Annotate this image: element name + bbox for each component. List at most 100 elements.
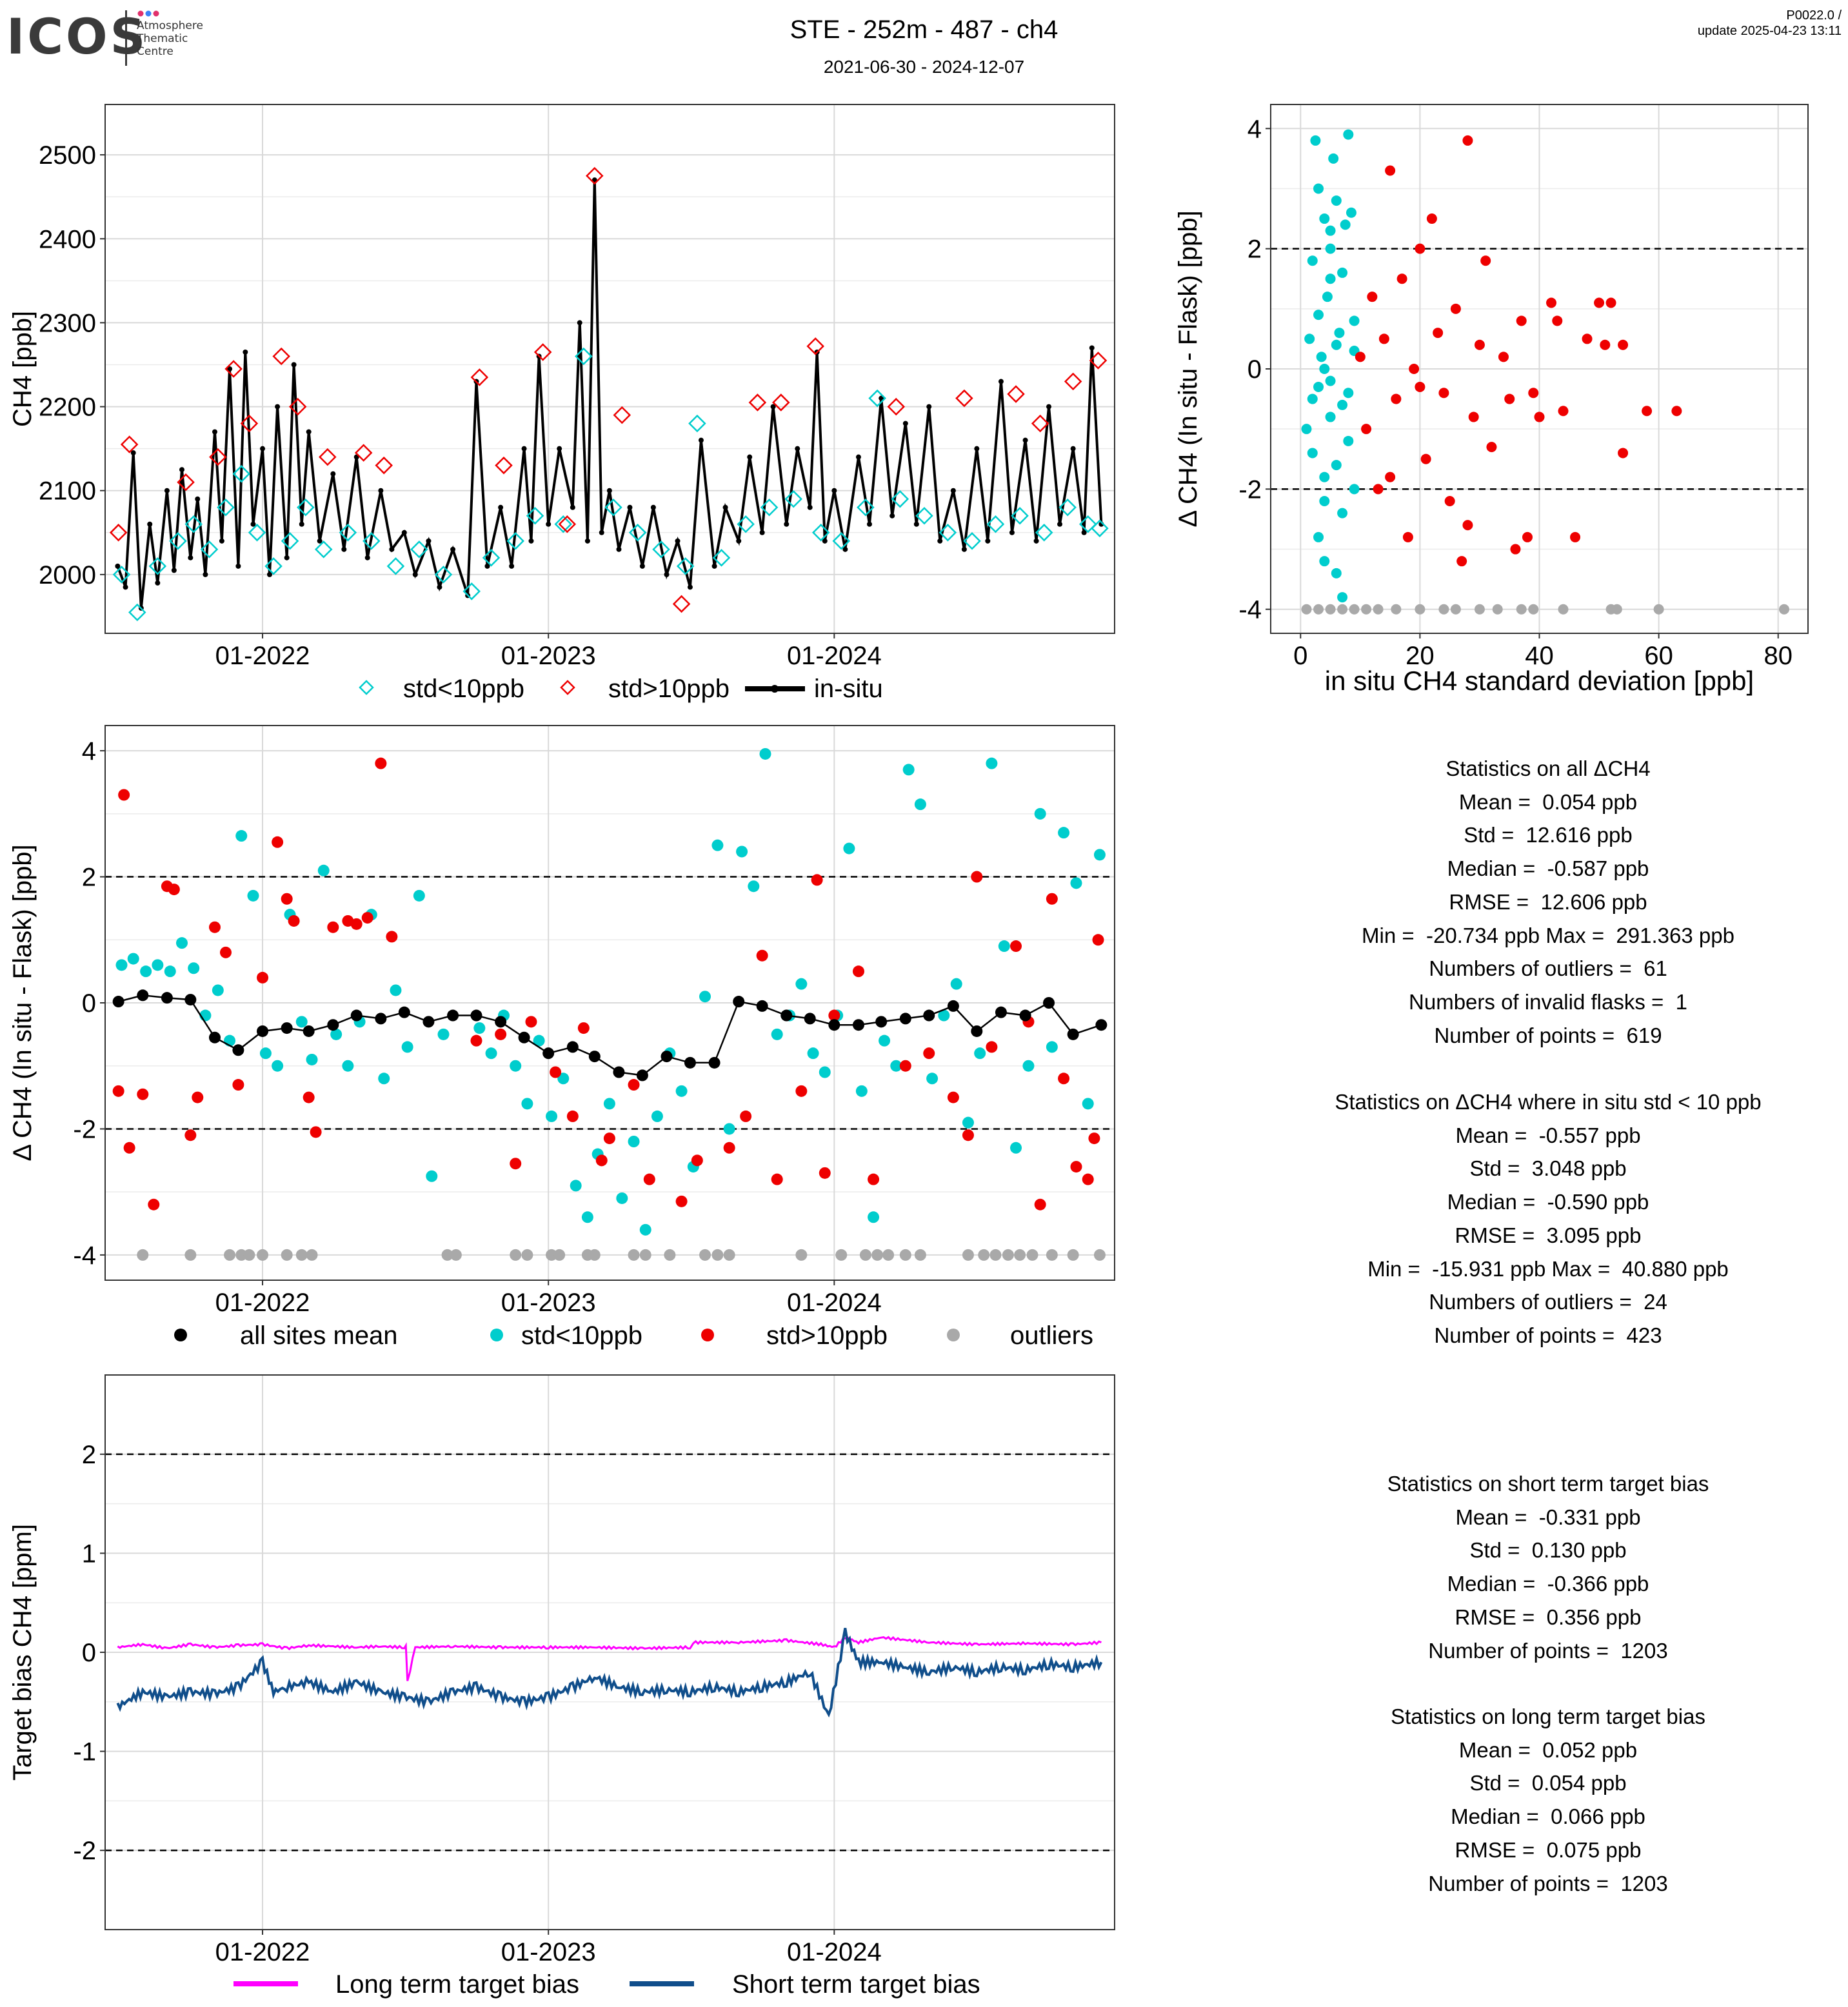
logo-dots-icon xyxy=(137,10,159,17)
delta-point-stdlt10ppb xyxy=(855,1085,868,1097)
delta-point-stdlt10ppb xyxy=(628,1136,640,1147)
mean-point xyxy=(161,992,173,1004)
delta-x-tick-label: 01-2023 xyxy=(501,1289,596,1317)
std-lt10-diamond xyxy=(575,347,593,366)
mean-point xyxy=(613,1066,625,1078)
scatter-y-tick-label: -4 xyxy=(1238,596,1262,624)
delta-point-outliers xyxy=(859,1249,871,1261)
std-gt10-diamond xyxy=(209,448,227,466)
delta-point-stdlt10ppb xyxy=(152,959,164,971)
stats-short-std: Std = 0.130 ppb xyxy=(1469,1538,1627,1563)
insitu-point xyxy=(164,488,170,493)
insitu-point xyxy=(722,504,728,510)
timeseries-x-tick-label: 01-2023 xyxy=(501,642,596,670)
delta-point-stdgt10ppb xyxy=(112,1085,124,1097)
delta-point-stdlt10ppb xyxy=(115,959,128,971)
scatter-point-stdgt10ppb xyxy=(1582,333,1593,344)
scatter-point-stdgt10ppb xyxy=(1373,484,1384,495)
delta-point-stdlt10ppb xyxy=(879,1034,891,1047)
std-lt10-diamond xyxy=(297,498,315,517)
delta-point-stdgt10ppb xyxy=(257,971,269,984)
insitu-point xyxy=(747,454,753,460)
insitu-point xyxy=(950,488,956,493)
delta-point-stdlt10ppb xyxy=(317,864,330,876)
delta-point-stdgt10ppb xyxy=(971,871,983,883)
scatter-point-stdlt10ppb xyxy=(1316,351,1327,362)
std-gt10-diamond xyxy=(375,456,393,475)
stats-long-std: Std = 0.054 ppb xyxy=(1469,1771,1627,1795)
scatter-point-outliers xyxy=(1558,604,1569,615)
timeseries-legend: std<10ppb std>10ppb in-situ xyxy=(359,675,883,703)
delta-point-stdgt10ppb xyxy=(643,1173,655,1185)
scatter-point-stdgt10ppb xyxy=(1462,520,1473,531)
std-lt10-diamond xyxy=(386,557,405,575)
legend-std-gt10-label: std>10ppb xyxy=(608,675,730,703)
delta-point-stdlt10ppb xyxy=(485,1047,497,1060)
std-lt10-diamond xyxy=(506,532,524,550)
scatter-point-outliers xyxy=(1391,604,1402,615)
delta-point-stdlt10ppb xyxy=(926,1073,939,1085)
insitu-point xyxy=(291,362,297,368)
scatter-point-stdgt10ppb xyxy=(1396,273,1407,284)
stats-short-heading: Statistics on short term target bias xyxy=(1387,1472,1709,1496)
scatter-point-stdgt10ppb xyxy=(1385,471,1396,482)
delta-point-stdgt10ppb xyxy=(577,1022,590,1034)
stats-std10-rmse: RMSE = 3.095 ppb xyxy=(1455,1223,1642,1247)
delta-point-stdlt10ppb xyxy=(603,1098,615,1110)
delta-point-stdlt10ppb xyxy=(570,1180,582,1192)
mean-point xyxy=(923,1009,935,1022)
delta-point-stdgt10ppb xyxy=(595,1154,608,1167)
scatter-point-stdgt10ppb xyxy=(1552,315,1563,326)
insitu-point xyxy=(1046,404,1052,410)
std-gt10-diamond xyxy=(1064,372,1082,391)
stats-all-minmax: Min = -20.734 ppb Max = 291.363 ppb xyxy=(1362,923,1734,947)
delta-point-stdlt10ppb xyxy=(330,1028,343,1040)
delta-point-outliers xyxy=(711,1249,724,1261)
insitu-point xyxy=(879,395,884,401)
insitu-point xyxy=(831,488,837,493)
insitu-point xyxy=(1033,538,1039,544)
stats-long-mean: Mean = 0.052 ppb xyxy=(1458,1737,1638,1762)
delta-point-outliers xyxy=(639,1249,651,1261)
delta-point-stdlt10ppb xyxy=(843,842,855,855)
scatter-point-stdlt10ppb xyxy=(1319,213,1330,224)
std-lt10-diamond xyxy=(184,515,203,533)
scatter-point-stdgt10ppb xyxy=(1355,351,1366,362)
scatter-y-axis-label: Δ CH4 (In situ - Flask) [ppb] xyxy=(1174,210,1202,527)
scatter-point-stdlt10ppb xyxy=(1307,448,1318,459)
stats-all-heading: Statistics on all ΔCH4 xyxy=(1446,756,1651,780)
delta-point-stdlt10ppb xyxy=(950,978,962,990)
scatter-point-outliers xyxy=(1337,604,1348,615)
scatter-point-outliers xyxy=(1301,604,1312,615)
insitu-point xyxy=(227,366,233,371)
delta-point-stdgt10ppb xyxy=(118,789,130,801)
insitu-point xyxy=(584,538,590,544)
std-gt10-diamond xyxy=(586,166,604,185)
delta-point-stdgt10ppb xyxy=(510,1158,522,1170)
std-lt10-diamond xyxy=(1035,524,1053,542)
std-gt10-diamond xyxy=(887,397,906,416)
insitu-point xyxy=(937,538,943,544)
insitu-point xyxy=(842,546,848,552)
std-lt10-diamond xyxy=(339,524,357,542)
delta-point-stdgt10ppb xyxy=(740,1110,752,1122)
delta-point-stdlt10ppb xyxy=(795,978,808,990)
delta-point-stdgt10ppb xyxy=(603,1132,615,1145)
scatter-point-stdlt10ppb xyxy=(1334,328,1345,339)
scatter-point-stdlt10ppb xyxy=(1313,531,1324,542)
delta-legend: all sites mean std<10ppb std>10ppb outliers xyxy=(174,1321,1093,1350)
scatter-point-stdlt10ppb xyxy=(1313,183,1324,194)
delta-point-outliers xyxy=(510,1249,522,1261)
std-gt10-diamond xyxy=(1089,351,1108,370)
mean-point xyxy=(327,1019,339,1031)
insitu-point xyxy=(1057,521,1063,527)
timeseries-frame: 2000 2100 2200 2300 2400 2500 01-2022 01-2023 01… xyxy=(8,104,1115,670)
delta-point-stdlt10ppb xyxy=(868,1211,880,1223)
delta-point-stdgt10ppb xyxy=(1058,1073,1070,1085)
delta-point-stdlt10ppb xyxy=(259,1047,272,1060)
scatter-point-stdgt10ppb xyxy=(1510,544,1521,555)
scatter-point-stdlt10ppb xyxy=(1331,460,1342,471)
mean-point xyxy=(780,1009,793,1022)
std-lt10-diamond xyxy=(281,532,299,550)
